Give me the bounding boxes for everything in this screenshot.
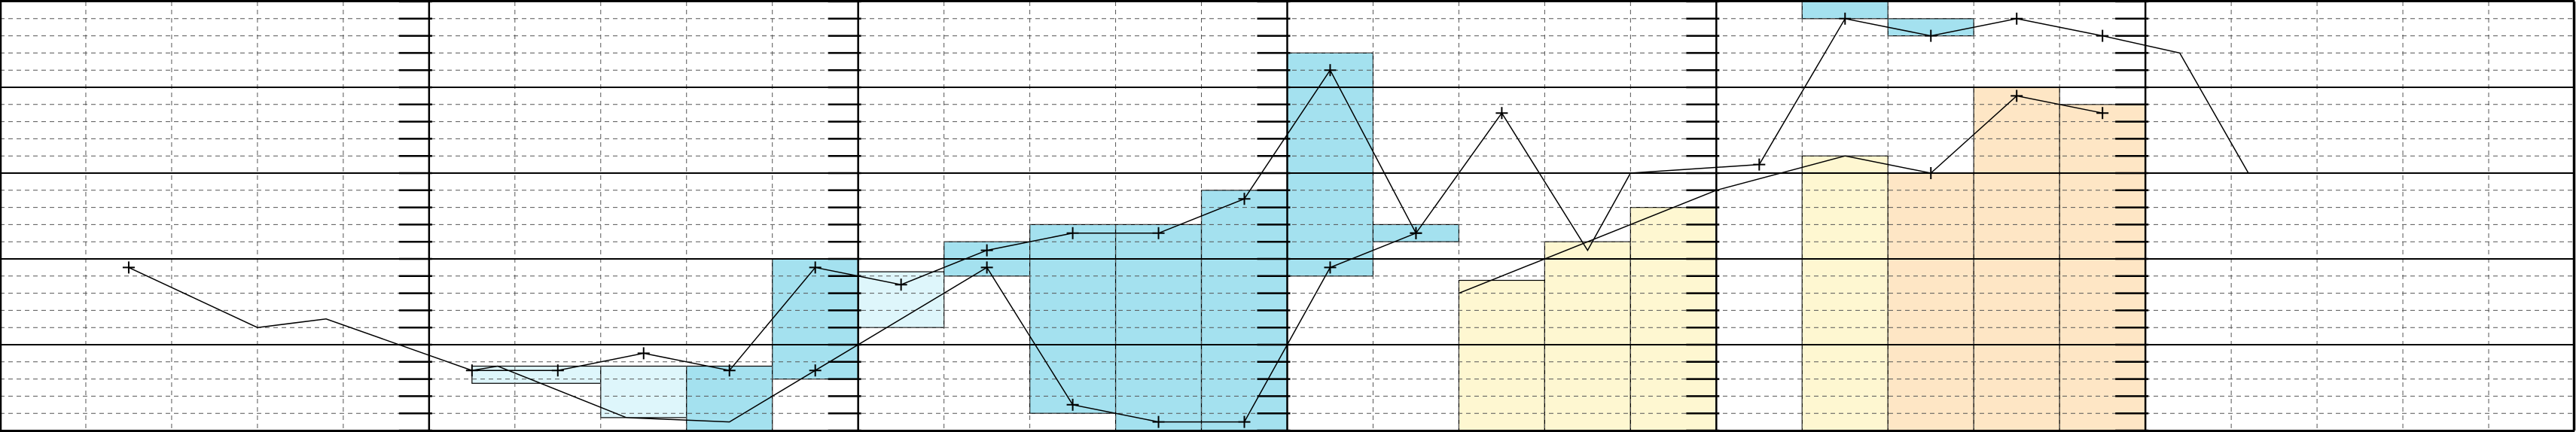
series-lines	[128, 17, 2249, 423]
region-cyan-9	[1286, 52, 1374, 277]
region-yellow-11	[1458, 279, 1546, 431]
series-markers	[122, 12, 2109, 428]
region-yellow-12	[1544, 241, 1631, 431]
series-marker-1	[2010, 12, 2023, 25]
series-marker-3	[2010, 90, 2023, 102]
region-cyan-3	[772, 258, 859, 380]
series-marker-1	[1066, 398, 1079, 411]
series-marker-1	[1839, 12, 1852, 25]
series-marker-1	[1753, 158, 1766, 171]
series-marker-3	[1925, 167, 1937, 179]
series-line-2	[471, 68, 1417, 372]
region-yellow-13	[1629, 207, 1717, 431]
series-marker-1	[1495, 107, 1508, 120]
series-marker-1	[980, 261, 993, 274]
series-marker-2	[895, 278, 907, 291]
series-marker-2	[723, 364, 736, 377]
region-cyan_light-0	[471, 365, 602, 384]
region-cyan_light-1	[600, 365, 687, 418]
series-marker-1	[122, 261, 135, 274]
region-orange-16	[1887, 172, 1974, 431]
series-marker-2	[1066, 227, 1079, 239]
series-marker-3	[2096, 107, 2109, 120]
series-marker-2	[551, 364, 564, 377]
series-marker-2	[1152, 227, 1165, 239]
series-marker-1	[1324, 261, 1337, 274]
series-marker-2	[1410, 227, 1422, 239]
series-marker-1	[1152, 415, 1165, 428]
series-marker-2	[980, 244, 993, 257]
series-marker-2	[1324, 64, 1337, 77]
series-marker-2	[465, 364, 478, 377]
region-cyan-2	[686, 365, 773, 431]
series-marker-1	[1925, 29, 1937, 42]
region-orange-19	[2059, 104, 2146, 431]
fill-regions	[471, 1, 2146, 431]
series-marker-1	[809, 364, 822, 377]
series-marker-2	[1238, 193, 1251, 205]
series-marker-1	[2096, 29, 2109, 42]
series-marker-1	[1238, 415, 1251, 428]
series-marker-2	[637, 347, 650, 360]
region-cyan-6	[1029, 224, 1117, 414]
series-line-3	[1459, 95, 2103, 294]
series-line-1	[128, 17, 2249, 423]
series-marker-2	[809, 261, 822, 274]
